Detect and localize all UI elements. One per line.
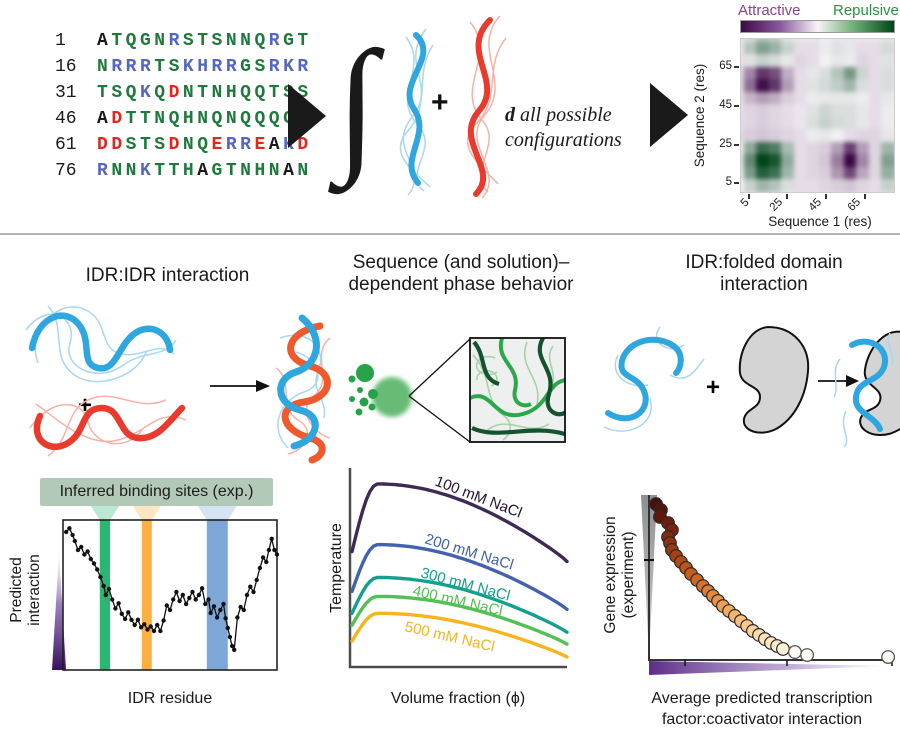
data-point-open xyxy=(800,648,815,663)
arrow-right-icon xyxy=(288,84,326,148)
attractive-label: Attractive xyxy=(738,2,801,19)
data-point-open xyxy=(787,645,802,660)
zoom-line xyxy=(408,338,471,397)
sequence-block: 1 ATQGNRSTSNNQRGT 16 NRRRTSKHRRGSRKR 31 TSQKQ… xyxy=(55,28,312,184)
arrow-right-icon xyxy=(650,83,688,147)
phase-ylabel: Temperature xyxy=(328,523,345,613)
phase-curve-label: 500 mM NaCl xyxy=(403,618,496,655)
phase-axes xyxy=(348,468,567,669)
heatmap-ytick: 5 xyxy=(725,176,732,188)
arrowhead-icon xyxy=(256,380,270,392)
section-divider xyxy=(0,233,900,235)
plus-sign: + xyxy=(431,86,449,119)
plot-frame xyxy=(62,519,278,671)
idr-idr-cartoon: + xyxy=(25,305,331,464)
interaction-heatmap xyxy=(740,38,895,193)
phase-curve xyxy=(350,611,569,659)
panel-title-folded: IDR:folded domain interaction xyxy=(685,252,843,295)
repulsive-label: Repulsive xyxy=(833,2,899,19)
binding-series xyxy=(64,526,280,652)
heatmap-ytick: 65 xyxy=(719,60,732,72)
blue-chain-bundle xyxy=(399,28,434,196)
scatter-xlabel: Average predicted transcription factor:c… xyxy=(651,690,873,728)
caption-d: d xyxy=(505,104,515,126)
plus-sign: + xyxy=(706,374,720,401)
purple-wedge xyxy=(649,661,891,675)
folded-domain-cartoon: + xyxy=(603,325,900,448)
gene-expression-scatter xyxy=(641,495,896,675)
phase-curve xyxy=(350,542,569,611)
phase-curve xyxy=(350,594,569,646)
heatmap-colorbar xyxy=(740,20,895,33)
integral-symbol: ∫ xyxy=(336,21,378,187)
binding-funnel xyxy=(132,506,161,520)
sequence-row: 61 DDSTSDNQERREAKD xyxy=(55,135,312,155)
droplet-cluster xyxy=(348,364,378,416)
caption-line2: configurations xyxy=(505,129,622,151)
binding-sites-header: Inferred binding sites (exp.) xyxy=(40,478,273,506)
binding-band xyxy=(206,520,228,670)
arrowhead-icon xyxy=(846,375,859,387)
binding-band xyxy=(141,520,152,670)
binding-bands xyxy=(90,506,237,670)
red-chain-bundle xyxy=(466,15,507,199)
phase-xlabel: Volume fraction (ϕ) xyxy=(390,690,526,707)
zoom-line xyxy=(408,395,471,443)
sequence-row: 76 RNNKTTHAGTNHNAN xyxy=(55,161,312,181)
phase-curve xyxy=(350,482,569,564)
condensate-cartoon xyxy=(348,337,566,443)
sequence-row: 46 ADTTNQHNQNQQQGT xyxy=(55,109,312,129)
sequence-row: 1 ATQGNRSTSNNQRGT xyxy=(55,31,312,51)
attractive-wedge xyxy=(52,551,66,670)
panel-title-idr-idr: IDR:IDR interaction xyxy=(85,265,250,286)
data-point-open xyxy=(881,650,896,664)
phase-curve-label: 100 mM NaCl xyxy=(433,473,525,522)
phase-curve xyxy=(350,575,569,634)
panel-title-phase: Sequence (and solution)– dependent phase… xyxy=(348,252,574,295)
binding-xlabel: IDR residue xyxy=(127,690,213,707)
heatmap-ytick: 45 xyxy=(719,99,732,111)
heatmap-grid xyxy=(741,39,894,192)
inset-chains xyxy=(470,338,565,441)
heatmap-xlabel: Sequence 1 (res) xyxy=(768,214,872,229)
heatmap-xtick: 25 xyxy=(767,196,786,214)
heatmap-xtick: 45 xyxy=(806,196,825,214)
large-droplet xyxy=(372,377,412,417)
inset-frame xyxy=(469,337,566,443)
sequence-row: 31 TSQKQDNTNHQQTSS xyxy=(55,83,312,103)
binding-ylabel: Predicted interaction xyxy=(8,554,43,626)
scatter-points xyxy=(649,497,896,664)
folded-domain xyxy=(738,326,810,434)
heatmap-xtick: 65 xyxy=(845,196,864,214)
scatter-ylabel: Gene expression (experiment) xyxy=(602,516,637,634)
heatmap-ytick: 25 xyxy=(719,138,732,150)
binding-funnel xyxy=(197,506,237,520)
sequence-row: 16 NRRRTSKHRRGSRKR xyxy=(55,57,312,77)
binding-sites-plot xyxy=(52,506,280,671)
caption-line1: all possible xyxy=(520,104,612,126)
binding-funnel xyxy=(90,506,120,520)
heatmap-xtick: 5 xyxy=(738,196,752,210)
integral-caption: d all possible configurations xyxy=(505,103,622,153)
data-point xyxy=(776,642,790,656)
heatmap-ylabel: Sequence 2 (res) xyxy=(692,63,707,168)
